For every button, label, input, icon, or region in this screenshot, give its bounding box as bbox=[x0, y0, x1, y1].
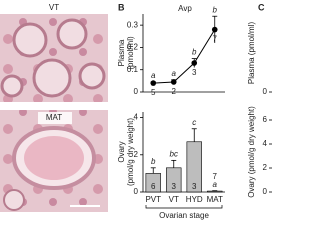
y-tick-label: 0.2 bbox=[127, 43, 139, 52]
x-axis-label: Ovarian stage bbox=[159, 211, 209, 220]
figure: VT MAT B C Avp 0 0.1 0.2 0.3 Plasma (pmol/ml)… bbox=[0, 2, 272, 220]
panel-label: B bbox=[118, 2, 125, 12]
image-label: MAT bbox=[46, 113, 62, 122]
y-axis-label: Ovary (pmol/g dry weight) bbox=[247, 106, 256, 198]
n-label: 6 bbox=[151, 182, 156, 191]
y-tick-label: 6 bbox=[263, 115, 268, 124]
point bbox=[191, 60, 198, 66]
x-tick-label: VT bbox=[169, 195, 179, 204]
point bbox=[211, 26, 218, 33]
significance-label: b bbox=[213, 5, 218, 14]
point bbox=[170, 79, 177, 85]
significance-label: a bbox=[172, 69, 177, 78]
y-tick-label: 0 bbox=[134, 187, 139, 196]
x-tick-label: HYD bbox=[186, 195, 203, 204]
n-label: 5 bbox=[151, 88, 156, 97]
significance-label: bc bbox=[170, 149, 178, 158]
y-tick-label: 0.1 bbox=[127, 65, 139, 74]
image-label: VT bbox=[49, 3, 59, 12]
image-vt bbox=[0, 14, 108, 102]
n-label: 2 bbox=[172, 87, 177, 96]
y-tick-label: 2 bbox=[134, 150, 139, 159]
y-tick-label: 0 bbox=[263, 87, 268, 96]
y-tick-label: 2 bbox=[263, 163, 268, 172]
significance-label: a bbox=[213, 180, 218, 189]
y-tick-label: 4 bbox=[134, 113, 139, 122]
panel-label: C bbox=[258, 2, 265, 12]
significance-label: a bbox=[151, 71, 156, 80]
significance-label: b bbox=[192, 48, 197, 57]
x-tick-label: MAT bbox=[207, 195, 223, 204]
point bbox=[150, 80, 157, 86]
y-axis-label: Ovary bbox=[117, 141, 126, 162]
y-tick-label: 0.3 bbox=[127, 20, 139, 29]
n-label: 7 bbox=[213, 35, 218, 44]
image-mat bbox=[0, 110, 108, 212]
y-axis-label: (pmol/ml) bbox=[126, 36, 135, 70]
significance-label: b bbox=[151, 157, 156, 166]
chart-title: Avp bbox=[178, 4, 192, 13]
n-label: 7 bbox=[213, 172, 218, 181]
y-tick-label: 0 bbox=[263, 187, 268, 196]
line bbox=[153, 29, 216, 84]
y-axis-label: Plasma bbox=[117, 39, 126, 66]
y-axis-label: Plasma (pmol/ml) bbox=[247, 22, 256, 85]
y-tick-label: 0 bbox=[134, 87, 139, 96]
n-label: 3 bbox=[192, 182, 197, 191]
y-axis-label: (pmol/g dry weight) bbox=[126, 118, 135, 186]
bracket bbox=[145, 205, 223, 209]
n-label: 3 bbox=[192, 68, 197, 77]
bar bbox=[207, 190, 223, 193]
x-tick-label: PVT bbox=[145, 195, 161, 204]
significance-label: c bbox=[192, 118, 196, 127]
n-label: 3 bbox=[172, 182, 177, 191]
y-tick-label: 4 bbox=[263, 139, 268, 148]
